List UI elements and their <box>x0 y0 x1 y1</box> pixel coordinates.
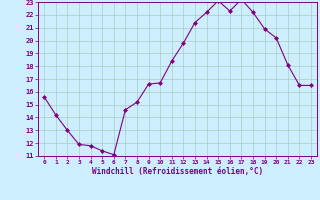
X-axis label: Windchill (Refroidissement éolien,°C): Windchill (Refroidissement éolien,°C) <box>92 167 263 176</box>
